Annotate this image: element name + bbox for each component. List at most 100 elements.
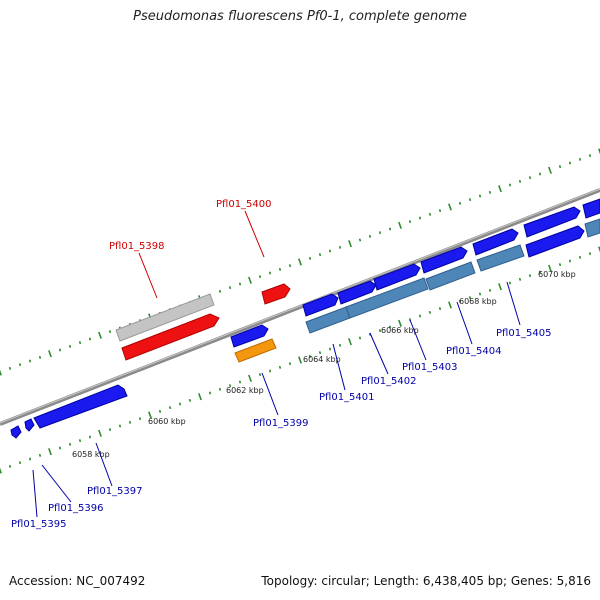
minor-tick (28, 359, 32, 363)
minor-tick (278, 267, 282, 271)
minor-tick (288, 264, 292, 268)
gene-blue-b2[interactable] (584, 218, 600, 238)
minor-tick (308, 354, 312, 358)
minor-tick (338, 245, 342, 249)
minor-tick (578, 255, 582, 259)
minor-tick (528, 176, 532, 180)
minor-tick (508, 183, 512, 187)
major-tick (448, 301, 452, 309)
gene-blue-a4[interactable] (420, 246, 468, 274)
minor-tick (38, 453, 42, 457)
minor-tick (388, 227, 392, 231)
major-tick (548, 166, 552, 174)
kbp-label: 6058 kbp (72, 450, 110, 459)
minor-tick (318, 351, 322, 355)
major-tick (398, 221, 402, 229)
leader-line-blue (332, 343, 346, 391)
minor-tick (258, 373, 262, 377)
minor-tick (358, 336, 362, 340)
gene-pfl01-5400[interactable] (261, 283, 291, 305)
minor-tick (68, 344, 72, 348)
minor-tick (508, 281, 512, 285)
leader-line-blue (261, 372, 279, 416)
gene-steel-3[interactable] (425, 261, 476, 291)
kbp-scale-labels: 6058 kbp 6060 kbp 6062 kbp 6064 kbp 6066… (72, 270, 576, 459)
gene-pfl01-5398-red[interactable] (121, 313, 220, 361)
gene-label-pfl01-5402[interactable]: Pfl01_5402 (361, 376, 417, 387)
gene-blue-a3[interactable] (373, 263, 421, 291)
minor-tick (218, 387, 222, 391)
kbp-label: 6062 kbp (226, 386, 264, 395)
gene-label-pfl01-5403[interactable]: Pfl01_5403 (402, 362, 458, 373)
major-tick (0, 467, 2, 474)
minor-tick (458, 201, 462, 205)
minor-tick (518, 179, 522, 183)
gene-pfl01-5395[interactable] (10, 425, 22, 439)
major-tick (98, 429, 102, 437)
minor-tick (78, 341, 82, 345)
minor-tick (528, 274, 532, 278)
gene-blue-a1[interactable] (302, 293, 339, 317)
gene-blue-a5[interactable] (472, 228, 519, 256)
leader-line-blue (409, 319, 427, 361)
kbp-label: 6066 kbp (381, 326, 419, 335)
minor-tick (168, 406, 172, 410)
minor-tick (518, 277, 522, 281)
gene-label-pfl01-5401[interactable]: Pfl01_5401 (319, 392, 375, 403)
leader-line-red (244, 210, 265, 258)
gene-blue-a6[interactable] (523, 206, 581, 238)
gene-pfl01-5396[interactable] (24, 418, 35, 432)
minor-tick (488, 288, 492, 292)
gene-label-pfl01-5396[interactable]: Pfl01_5396 (48, 503, 104, 514)
minor-tick (558, 263, 562, 267)
gene-label-pfl01-5397[interactable]: Pfl01_5397 (87, 486, 143, 497)
minor-tick (438, 209, 442, 213)
minor-tick (138, 417, 142, 421)
gene-label-pfl01-5398[interactable]: Pfl01_5398 (109, 241, 165, 252)
kbp-label: 6064 kbp (303, 355, 341, 364)
gene-labels: Pfl01_5398 Pfl01_5400 Pfl01_5395 Pfl01_5… (11, 199, 552, 530)
gene-label-pfl01-5399[interactable]: Pfl01_5399 (253, 418, 309, 429)
minor-tick (178, 402, 182, 406)
kbp-label: 6068 kbp (459, 297, 497, 306)
minor-tick (118, 424, 122, 428)
gene-steel-2[interactable] (345, 277, 429, 319)
minor-tick (428, 310, 432, 314)
genome-info-text: Topology: circular; Length: 6,438,405 bp… (261, 574, 591, 588)
minor-tick (418, 216, 422, 220)
minor-tick (268, 369, 272, 373)
minor-tick (588, 252, 592, 256)
gene-pfl01-5397[interactable] (33, 384, 128, 429)
minor-tick (108, 428, 112, 432)
minor-tick (128, 420, 132, 424)
minor-tick (318, 253, 322, 257)
gene-pfl01-5399-blue[interactable] (230, 324, 269, 348)
gene-blue-a7[interactable] (582, 198, 600, 219)
minor-tick (18, 461, 22, 465)
gene-label-pfl01-5400[interactable]: Pfl01_5400 (216, 199, 272, 210)
major-tick (448, 203, 452, 211)
gene-label-pfl01-5405[interactable]: Pfl01_5405 (496, 328, 552, 339)
gene-label-pfl01-5395[interactable]: Pfl01_5395 (11, 519, 67, 530)
gene-pfl01-5399-orange[interactable] (234, 338, 277, 363)
gene-blue-b1[interactable] (525, 225, 585, 258)
major-tick (148, 411, 152, 419)
gene-pfl01-5398-gray[interactable] (115, 293, 215, 342)
leader-line-blue (41, 464, 72, 503)
gene-label-pfl01-5404[interactable]: Pfl01_5404 (446, 346, 502, 357)
minor-tick (468, 198, 472, 202)
gene-blue-a2[interactable] (337, 280, 377, 305)
genome-backbone (0, 188, 600, 426)
minor-tick (408, 220, 412, 224)
leader-line-blue (369, 332, 389, 375)
minor-tick (458, 299, 462, 303)
genome-backbone-highlight (0, 188, 600, 424)
minor-tick (38, 355, 42, 359)
minor-tick (588, 154, 592, 158)
gene-steel-4[interactable] (476, 244, 525, 272)
major-tick (548, 264, 552, 272)
major-tick (298, 258, 302, 266)
leader-line-red (138, 252, 158, 299)
minor-tick (428, 212, 432, 216)
